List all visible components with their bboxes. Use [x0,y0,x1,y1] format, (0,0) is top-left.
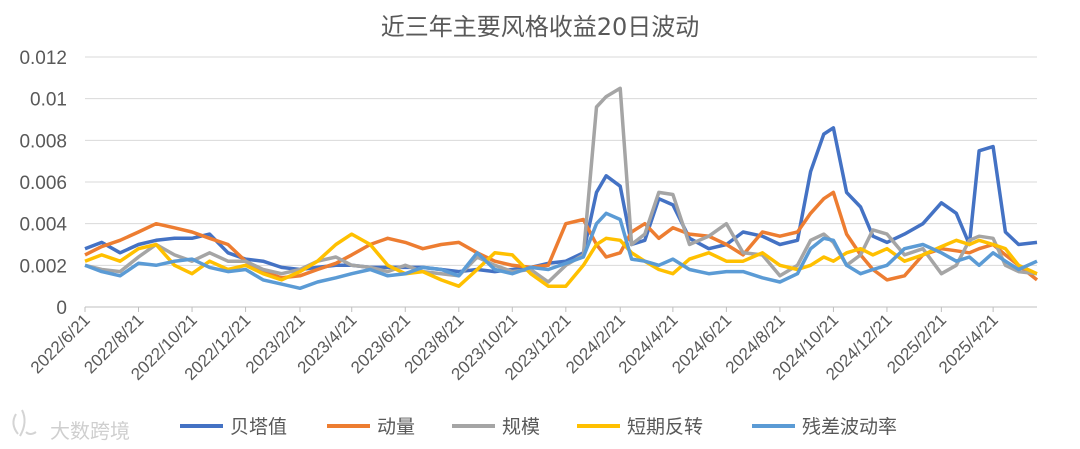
legend-label-0: 贝塔值 [230,416,287,438]
legend-label-2: 规模 [502,416,540,438]
y-tick-label: 0.004 [19,215,67,236]
y-tick-label: 0.008 [19,131,67,152]
series-line-4 [84,211,1038,291]
watermark-text: 大数跨境 [50,419,130,443]
series-line-2 [84,86,1038,284]
legend-label-4: 残差波动率 [802,416,897,438]
series-line-3 [84,232,1038,288]
nose-logo-icon [12,409,37,437]
x-axis-ticks: 2022/6/212022/8/212022/10/212022/12/2120… [27,307,1002,384]
series-lines [84,86,1039,291]
y-tick-label: 0 [56,298,67,319]
legend-label-1: 动量 [377,416,415,438]
y-tick-label: 0.002 [19,256,67,277]
legend-label-3: 短期反转 [627,416,703,438]
y-tick-label: 0.012 [19,48,67,69]
chart-title: 近三年主要风格收益20日波动 [381,13,700,41]
y-tick-label: 0.01 [30,90,67,111]
series-line-0 [84,126,1038,274]
watermark: 大数跨境 [12,409,130,443]
y-tick-label: 0.006 [19,173,67,194]
legend: 贝塔值 动量 规模 短期反转 残差波动率 [180,416,897,438]
y-axis-ticks: 0 0.002 0.004 0.006 0.008 0.01 0.012 [19,48,67,319]
